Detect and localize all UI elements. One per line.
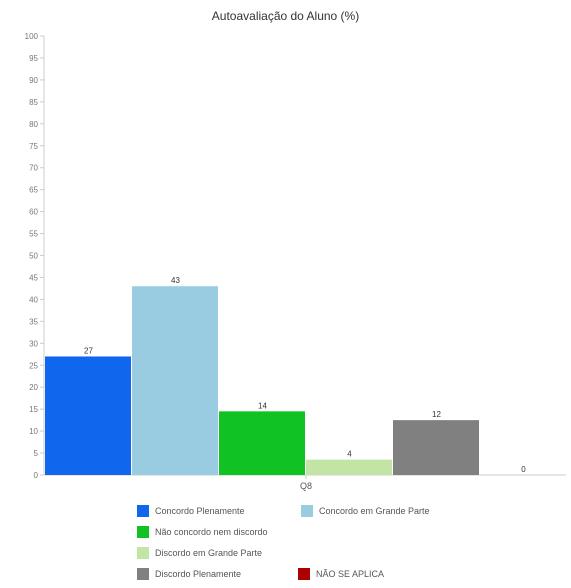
legend-label: Discordo em Grande Parte	[155, 548, 263, 558]
data-label: 14	[258, 401, 267, 410]
y-tick-label: 50	[29, 252, 38, 261]
legend-swatch	[137, 568, 149, 580]
y-tick-label: 5	[34, 449, 39, 458]
legend-label: Concordo em Grande Parte	[319, 506, 430, 516]
y-tick-label: 65	[29, 186, 38, 195]
legend-item-concordo-plenamente[interactable]: Concordo Plenamente	[137, 505, 245, 517]
y-tick-label: 85	[29, 98, 38, 107]
legend-item-discordo-em-grande-parte[interactable]: Discordo em Grande Parte	[137, 547, 262, 559]
legend-swatch	[137, 526, 149, 538]
bar-chart: 0510152025303540455055606570758085909510…	[25, 32, 566, 491]
y-tick-label: 70	[29, 164, 38, 173]
y-tick-label: 75	[29, 142, 38, 151]
legend-label: Não concordo nem discordo	[155, 527, 268, 537]
legend-label: NÃO SE APLICA	[316, 569, 385, 579]
legend-swatch	[137, 547, 149, 559]
data-label: 27	[84, 346, 93, 355]
y-tick-label: 35	[29, 317, 38, 326]
y-tick-label: 90	[29, 76, 38, 85]
chart-bars: 27 43 14 4 12 0	[45, 276, 526, 475]
x-tick-label: Q8	[300, 481, 312, 491]
legend-swatch	[301, 505, 313, 517]
bar	[306, 459, 392, 475]
y-tick-label: 25	[29, 361, 38, 370]
y-tick-label: 60	[29, 208, 38, 217]
y-tick-label: 0	[34, 471, 39, 480]
legend-label: Concordo Plenamente	[155, 506, 245, 516]
y-tick-label: 95	[29, 54, 38, 63]
legend-item-nao-concordo-nem-discordo[interactable]: Não concordo nem discordo	[137, 526, 268, 538]
y-tick-label: 45	[29, 273, 38, 282]
legend-swatch	[298, 568, 310, 580]
legend-item-discordo-plenamente[interactable]: Discordo Plenamente	[137, 568, 241, 580]
y-tick-label: 30	[29, 339, 38, 348]
bar	[132, 286, 218, 475]
legend-item-nao-se-aplica[interactable]: NÃO SE APLICA	[298, 568, 384, 580]
y-tick-label: 55	[29, 230, 38, 239]
data-label: 43	[171, 276, 180, 285]
y-tick-label: 20	[29, 383, 38, 392]
data-label: 4	[347, 450, 352, 459]
legend-swatch	[137, 505, 149, 517]
y-tick-label: 10	[29, 427, 38, 436]
y-tick-label: 40	[29, 295, 38, 304]
legend-label: Discordo Plenamente	[155, 569, 242, 579]
y-tick-label: 80	[29, 120, 38, 129]
bar	[393, 420, 479, 475]
bar	[219, 411, 305, 475]
y-tick-label: 15	[29, 405, 38, 414]
legend-item-concordo-em-grande-parte[interactable]: Concordo em Grande Parte	[301, 505, 430, 517]
bar	[45, 356, 131, 475]
chart-title: Autoavaliação do Aluno (%)	[211, 9, 360, 23]
y-tick-label: 100	[25, 32, 39, 41]
data-label: 12	[432, 410, 441, 419]
data-label: 0	[521, 465, 526, 474]
